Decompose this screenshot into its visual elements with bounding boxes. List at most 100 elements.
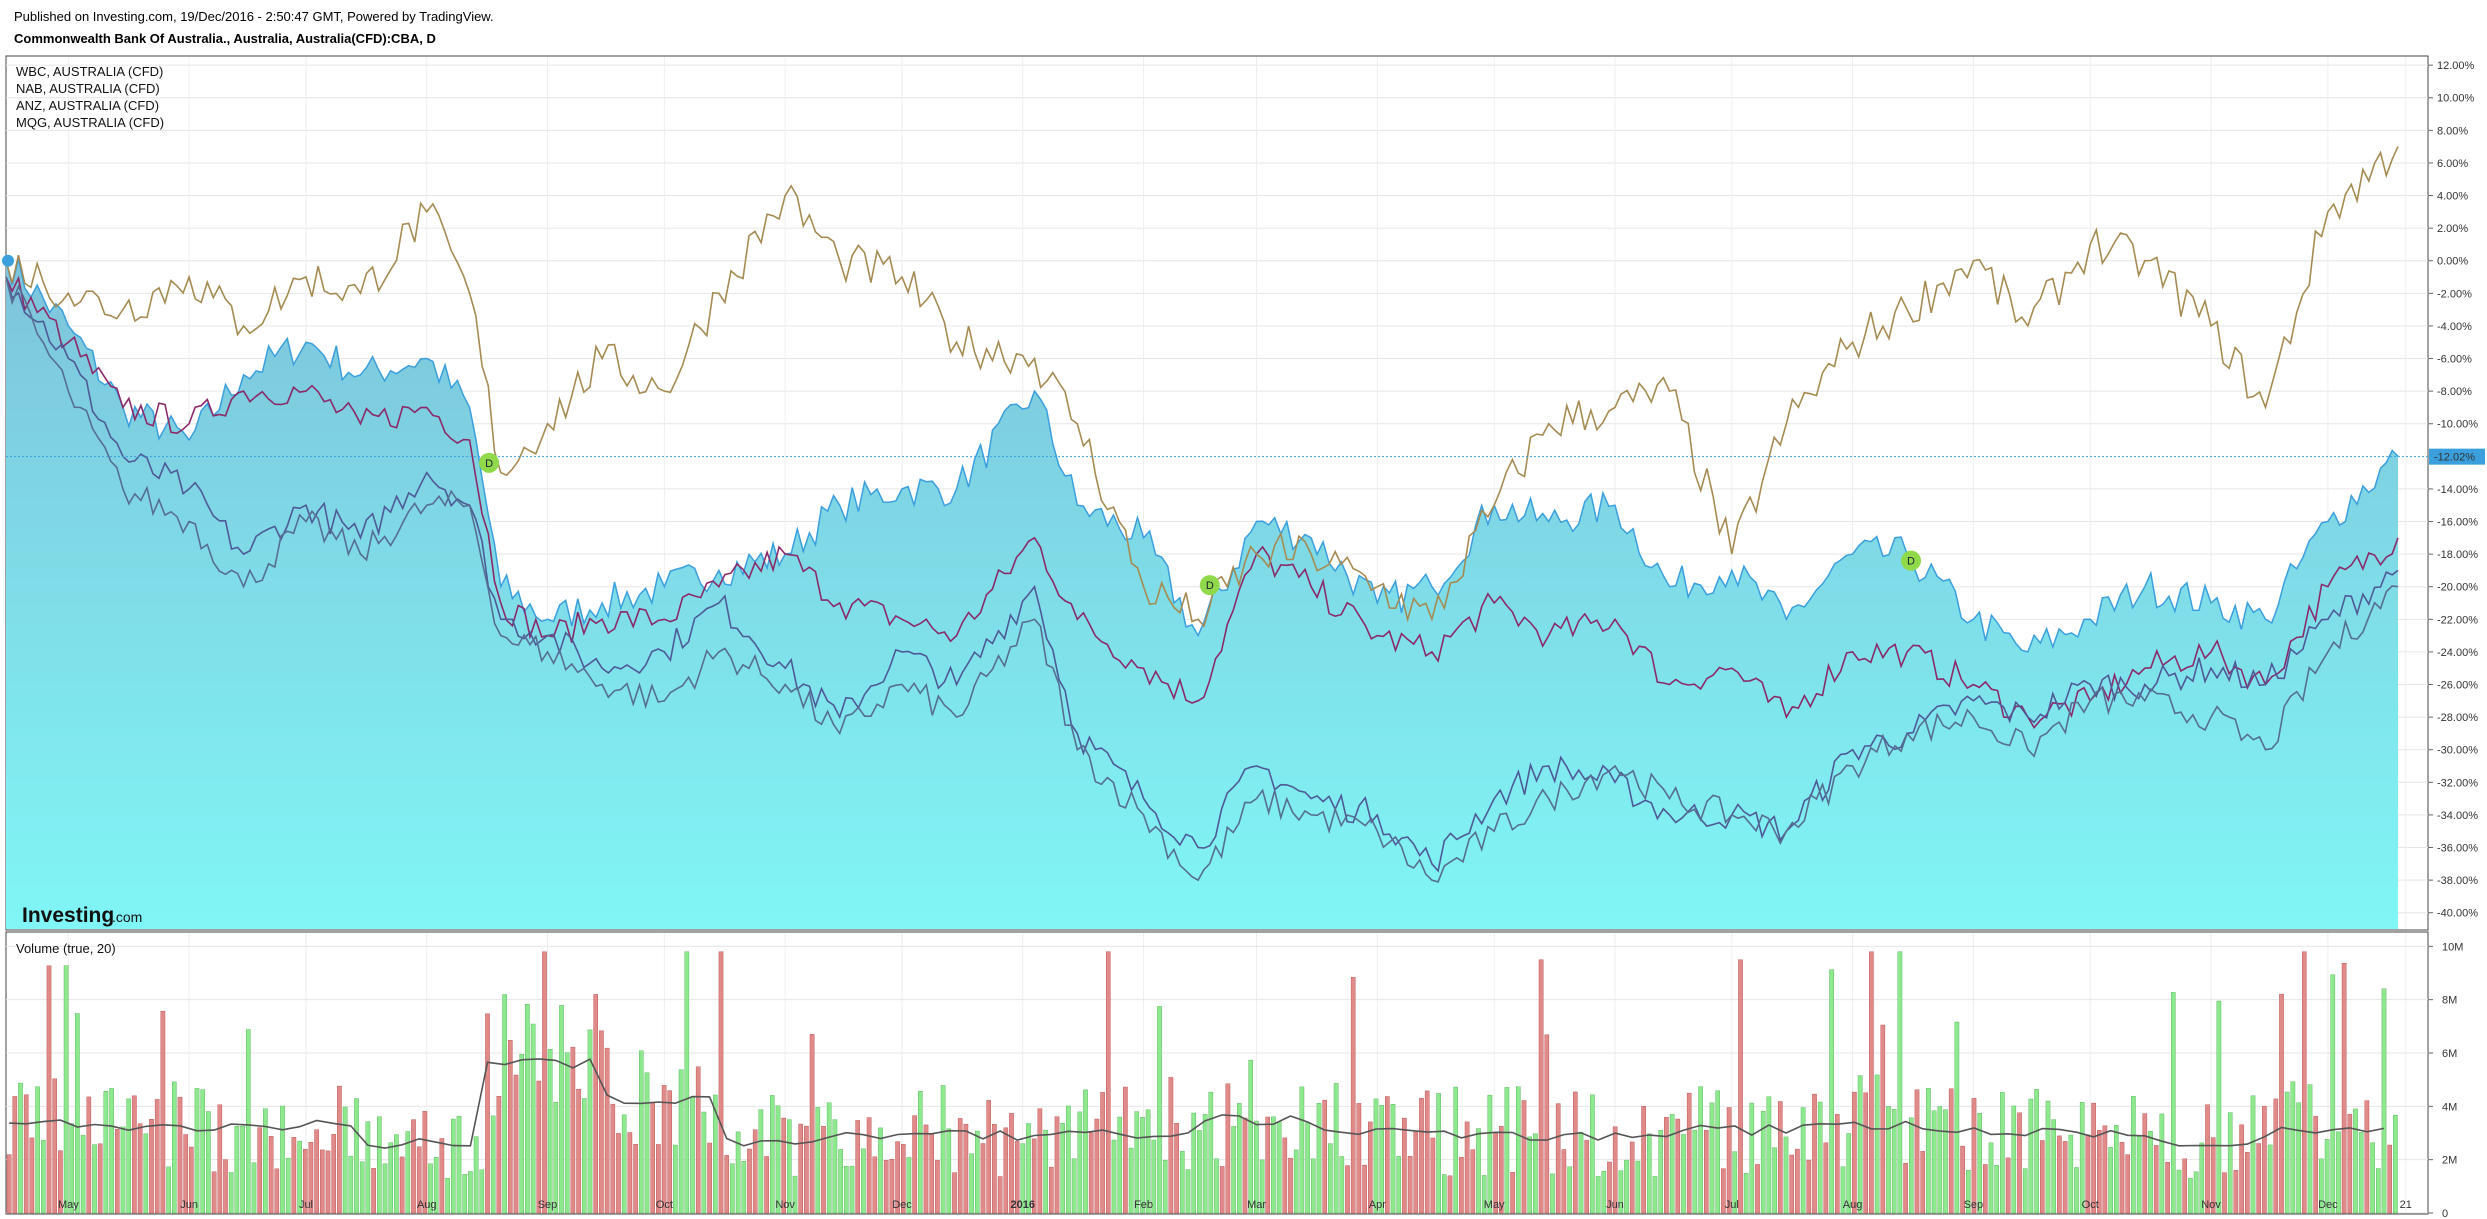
dividend-markers[interactable]: D D D bbox=[479, 452, 1922, 596]
volume-bar bbox=[114, 1129, 120, 1214]
volume-bar bbox=[166, 1166, 171, 1214]
investing-logo: Investing .com bbox=[22, 904, 142, 927]
volume-bar bbox=[228, 1172, 234, 1214]
volume-y-tick-label: 6M bbox=[2442, 1048, 2457, 1060]
volume-bar bbox=[399, 1156, 405, 1214]
volume-bar bbox=[2319, 1158, 2324, 1214]
volume-bar bbox=[411, 1119, 416, 1214]
price-y-tick-label: -14.00% bbox=[2437, 484, 2478, 496]
volume-bar bbox=[1572, 1091, 1578, 1214]
volume-bar bbox=[1510, 1172, 1515, 1214]
x-tick-label: Jun bbox=[1606, 1199, 1624, 1211]
volume-bar bbox=[2267, 1144, 2273, 1214]
volume-bar bbox=[1123, 1086, 1128, 1214]
volume-bar bbox=[1174, 1123, 1179, 1214]
volume-bar bbox=[445, 1178, 450, 1214]
volume-bar bbox=[508, 1039, 513, 1214]
volume-bar bbox=[2142, 1113, 2148, 1214]
volume-bar bbox=[1852, 1091, 1857, 1214]
x-tick-label: Aug bbox=[417, 1199, 437, 1211]
volume-bar bbox=[149, 1118, 154, 1214]
mqg-line bbox=[5, 146, 2399, 628]
volume-bar bbox=[1459, 1157, 1464, 1214]
volume-bar bbox=[240, 1125, 245, 1214]
volume-bar bbox=[1168, 1077, 1174, 1214]
price-y-tick-label: -8.00% bbox=[2437, 386, 2472, 398]
volume-bar bbox=[1413, 1131, 1419, 1214]
volume-bar bbox=[331, 1134, 337, 1214]
volume-bar bbox=[1373, 1098, 1379, 1214]
volume-bar bbox=[1658, 1129, 1663, 1214]
volume-bar bbox=[2045, 1100, 2051, 1214]
volume-bar bbox=[2290, 1081, 2296, 1214]
volume-bar bbox=[1396, 1156, 1401, 1214]
volume-bar bbox=[388, 1142, 394, 1214]
volume-bar bbox=[525, 1004, 530, 1214]
volume-bar bbox=[787, 1119, 792, 1214]
volume-bar bbox=[80, 1135, 86, 1214]
volume-bar bbox=[1356, 1103, 1362, 1214]
volume-bar bbox=[428, 1163, 433, 1214]
volume-bar bbox=[844, 1166, 849, 1214]
volume-y-axis: 0 2M 4M 6M 8M 10M bbox=[2428, 941, 2463, 1219]
volume-bar bbox=[770, 1095, 775, 1214]
volume-bar bbox=[1590, 1094, 1595, 1214]
volume-bar bbox=[2347, 1113, 2353, 1214]
volume-bar bbox=[1880, 1024, 1886, 1214]
x-tick-label: Oct bbox=[656, 1199, 673, 1211]
volume-bar bbox=[92, 1144, 97, 1214]
volume-bar bbox=[861, 1148, 866, 1214]
volume-bar bbox=[1749, 1102, 1755, 1214]
dividend-marker[interactable]: D bbox=[1199, 575, 1220, 596]
volume-bar bbox=[2222, 1172, 2227, 1214]
volume-bar bbox=[485, 1013, 490, 1214]
volume-bar bbox=[439, 1138, 445, 1214]
volume-bar bbox=[1544, 1034, 1550, 1214]
volume-bar bbox=[1607, 1161, 1612, 1214]
volume-bar bbox=[223, 1159, 228, 1214]
volume-bar bbox=[901, 1144, 906, 1214]
volume-bar bbox=[1470, 1149, 1476, 1214]
volume-bar bbox=[1071, 1158, 1077, 1214]
volume-bar bbox=[268, 1135, 274, 1214]
volume-bar bbox=[1157, 1006, 1162, 1214]
volume-bar bbox=[1487, 1094, 1493, 1214]
volume-bar bbox=[462, 1174, 468, 1214]
dividend-marker[interactable]: D bbox=[1901, 550, 1922, 571]
volume-bar bbox=[2279, 993, 2284, 1214]
volume-bar bbox=[1641, 1105, 1646, 1214]
dividend-marker[interactable]: D bbox=[479, 452, 500, 473]
volume-bar bbox=[422, 1111, 428, 1214]
volume-bar bbox=[1441, 1174, 1447, 1214]
volume-bar bbox=[1094, 1118, 1100, 1214]
price-y-tick-label: -30.00% bbox=[2437, 745, 2478, 757]
volume-bar bbox=[1669, 1114, 1675, 1214]
volume-bar bbox=[695, 1066, 701, 1214]
volume-bar bbox=[1538, 959, 1544, 1214]
volume-bar bbox=[1088, 1132, 1094, 1214]
volume-bar bbox=[2051, 1119, 2057, 1214]
price-y-tick-label: 2.00% bbox=[2437, 223, 2468, 235]
volume-bar bbox=[1476, 1128, 1481, 1214]
volume-bar bbox=[314, 1129, 319, 1214]
volume-bar bbox=[1533, 1133, 1538, 1214]
volume-bar bbox=[46, 965, 52, 1214]
volume-bar bbox=[342, 1106, 348, 1214]
volume-bar bbox=[2239, 1124, 2244, 1214]
volume-bar bbox=[1646, 1133, 1652, 1214]
volume-bar bbox=[929, 1133, 934, 1214]
volume-bar bbox=[456, 1115, 462, 1214]
volume-bar bbox=[2057, 1135, 2062, 1214]
price-panel[interactable]: -12.02% D D D 12.00% 10.00% 8.00% 6.00% 4.00% 2… bbox=[2, 55, 2485, 931]
volume-bar bbox=[1715, 1090, 1720, 1214]
volume-bar bbox=[1066, 1105, 1071, 1214]
volume-bar bbox=[177, 1096, 183, 1214]
volume-bar bbox=[713, 1094, 718, 1214]
volume-title: Volume (true, 20) bbox=[16, 941, 116, 956]
volume-panel[interactable]: 0 2M 4M 6M 8M 10M Volume (true, 20) bbox=[5, 931, 2463, 1219]
volume-bar bbox=[2096, 1130, 2102, 1214]
volume-y-tick-label: 8M bbox=[2442, 995, 2457, 1007]
current-value-label: -12.02% bbox=[2434, 452, 2475, 464]
volume-bar bbox=[1561, 1149, 1567, 1214]
